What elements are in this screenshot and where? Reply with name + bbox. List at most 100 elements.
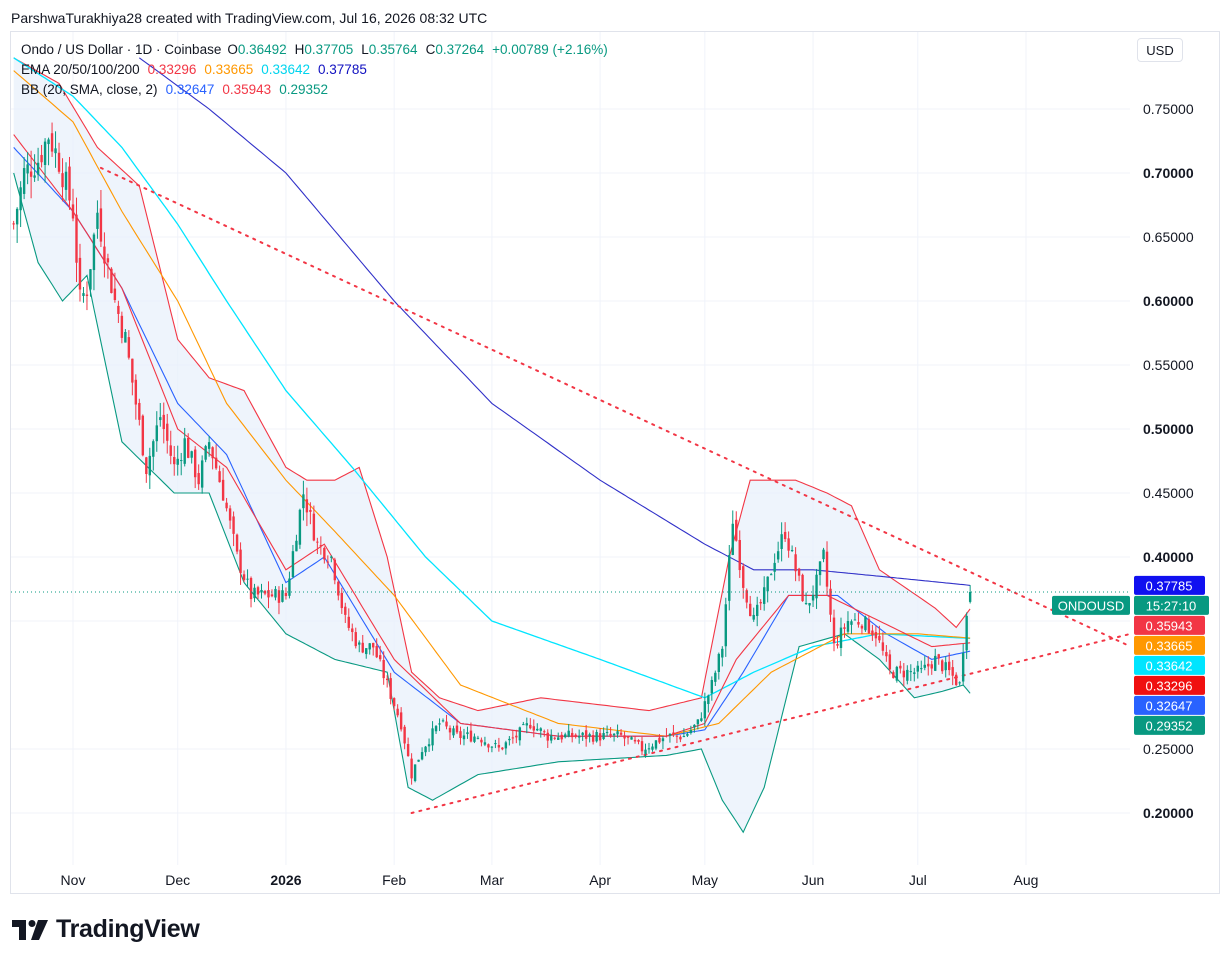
time-tick-label: Nov	[61, 872, 86, 888]
tradingview-logo-text: TradingView	[56, 915, 200, 943]
candle-body	[913, 672, 916, 674]
candle-body	[626, 735, 630, 738]
legend-symbol[interactable]: Ondo / US Dollar · 1D · Coinbase	[21, 42, 222, 57]
candle-body	[29, 171, 33, 177]
time-tick-label: Mar	[480, 872, 504, 888]
candle-body	[190, 451, 193, 458]
candle-body	[860, 625, 864, 629]
candle-body	[529, 724, 532, 729]
tradingview-logo[interactable]: TradingView	[12, 915, 200, 944]
legend-bb[interactable]: BB (20, SMA, close, 2) 0.32647 0.35943 0.29…	[21, 82, 332, 97]
candle-body	[612, 733, 616, 736]
trendline-ascending-support	[410, 632, 1130, 814]
candle-body	[127, 337, 131, 358]
candle-body	[773, 562, 776, 572]
candle-body	[490, 746, 494, 748]
candle-body	[654, 740, 658, 749]
candle-body	[389, 678, 392, 699]
candle-body	[916, 665, 919, 672]
candle-body	[218, 471, 221, 483]
candle-body	[197, 473, 200, 485]
candle-body	[501, 747, 504, 750]
price-tag	[1134, 575, 1205, 595]
candle-body	[756, 604, 759, 617]
candle-body	[689, 730, 693, 734]
candle-body	[651, 746, 654, 750]
candle-body	[728, 555, 731, 601]
candle-body	[832, 617, 836, 644]
price-tick-label: 0.20000	[1143, 805, 1194, 821]
candle-body	[518, 727, 522, 741]
legend-ema200-value: 0.37785	[318, 62, 367, 77]
time-tick-label: Apr	[589, 872, 611, 888]
countdown-tag-text: 15:27:10	[1146, 598, 1197, 613]
candle-body	[951, 667, 954, 676]
price-tag	[1134, 715, 1205, 735]
candle-body	[396, 708, 399, 716]
candle-body	[829, 588, 832, 615]
ema20-line	[13, 134, 971, 737]
candle-body	[536, 728, 539, 731]
candle-body	[930, 664, 933, 669]
candle-body	[434, 726, 438, 732]
candle-body	[504, 742, 508, 749]
candle-body	[944, 662, 947, 671]
candle-body	[584, 730, 588, 739]
legend-c-label: C	[425, 42, 436, 57]
candle-body	[340, 592, 343, 609]
candle-body	[735, 519, 738, 541]
candle-body	[577, 736, 581, 738]
candle-body	[494, 743, 497, 745]
candle-body	[204, 446, 207, 460]
legend-bb-lower-value: 0.29352	[279, 82, 328, 97]
candle-body	[12, 223, 15, 225]
legend-bb-upper-value: 0.35943	[222, 82, 272, 97]
candle-body	[61, 173, 64, 188]
candle-body	[941, 660, 944, 672]
candle-body	[906, 669, 909, 681]
ema50-line	[13, 70, 971, 737]
legend-ema[interactable]: EMA 20/50/100/200 0.33296 0.33665 0.33642 0.…	[21, 62, 371, 77]
candle-body	[909, 671, 913, 673]
candle-body	[448, 727, 452, 733]
candle-body	[420, 752, 424, 760]
candle-body	[305, 499, 309, 513]
candle-body	[553, 737, 556, 739]
candle-body	[668, 733, 672, 736]
candle-body	[532, 726, 535, 731]
candle-body	[476, 737, 480, 739]
time-tick-label: May	[692, 872, 718, 888]
candle-body	[934, 655, 937, 671]
candle-body	[591, 735, 595, 742]
candle-body	[71, 204, 75, 219]
candle-body	[249, 577, 253, 600]
candle-body	[923, 664, 926, 668]
candle-body	[825, 551, 829, 587]
candle-body	[375, 645, 378, 658]
candle-body	[693, 724, 696, 728]
candle-body	[811, 594, 815, 601]
time-tick-label: Jul	[909, 872, 927, 888]
candle-body	[19, 187, 22, 211]
candle-body	[298, 509, 302, 545]
candle-body	[574, 734, 577, 738]
candle-body	[455, 725, 459, 733]
candle-body	[452, 728, 455, 736]
candle-body	[120, 315, 124, 338]
candle-body	[22, 168, 26, 194]
time-axis[interactable]: Nov Dec 2026 Feb Mar Apr May Jun Jul Aug	[61, 872, 1039, 888]
candle-body	[948, 661, 951, 671]
candle-body	[134, 379, 138, 405]
currency-selector[interactable]: USD	[1137, 38, 1183, 62]
candle-body	[312, 513, 316, 541]
candle-body	[36, 162, 40, 175]
candle-body	[326, 561, 330, 563]
candle-body	[539, 728, 542, 731]
candle-body	[82, 293, 85, 296]
price-tag-text: 0.33665	[1146, 638, 1193, 653]
tradingview-logo-icon	[12, 919, 48, 940]
time-tick-label: Aug	[1014, 872, 1039, 888]
price-tick-label: 0.25000	[1143, 741, 1194, 757]
candle-body	[759, 602, 762, 604]
